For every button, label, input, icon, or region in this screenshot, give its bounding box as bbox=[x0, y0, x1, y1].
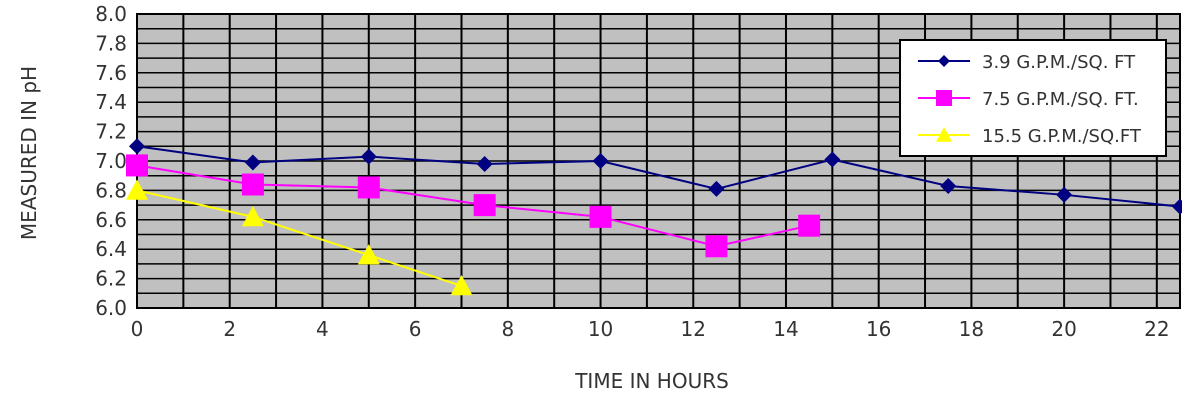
data-point-triangle bbox=[241, 205, 264, 227]
series-3 bbox=[126, 179, 473, 296]
x-tick-label: 8 bbox=[501, 317, 514, 341]
data-point-triangle bbox=[357, 244, 380, 265]
x-tick-label: 6 bbox=[409, 317, 422, 341]
data-point-triangle bbox=[126, 179, 148, 200]
data-point-square bbox=[357, 176, 380, 199]
data-point-square bbox=[936, 90, 952, 106]
y-tick-label: 6.8 bbox=[95, 178, 127, 202]
series bbox=[126, 138, 1182, 296]
x-tick-label: 20 bbox=[1051, 317, 1076, 341]
y-tick-label: 6.0 bbox=[95, 296, 127, 320]
data-point-diamond bbox=[708, 180, 725, 197]
x-tick-label: 2 bbox=[223, 317, 236, 341]
data-point-square bbox=[589, 205, 612, 228]
x-tick-label: 22 bbox=[1144, 317, 1169, 341]
legend-item: 15.5 G.P.M./SQ.FT bbox=[918, 126, 1142, 147]
x-tick-label: 12 bbox=[681, 317, 706, 341]
y-tick-label: 7.4 bbox=[95, 90, 127, 114]
x-tick-label: 14 bbox=[773, 317, 798, 341]
y-tick-label: 7.2 bbox=[95, 120, 127, 144]
x-tick-label: 16 bbox=[866, 317, 891, 341]
data-point-diamond bbox=[1172, 198, 1182, 215]
x-axis-label: TIME IN HOURS bbox=[574, 369, 729, 393]
data-point-diamond bbox=[940, 177, 957, 194]
data-point-diamond bbox=[824, 151, 841, 168]
y-axis-label: MEASURED IN pH bbox=[17, 66, 41, 240]
x-tick-label: 4 bbox=[316, 317, 329, 341]
x-tick-label: 18 bbox=[959, 317, 984, 341]
y-tick-label: 6.4 bbox=[95, 237, 127, 261]
series-line bbox=[136, 189, 462, 287]
data-point-diamond bbox=[1056, 186, 1073, 203]
y-tick-label: 8.0 bbox=[95, 2, 127, 26]
y-tick-label: 6.2 bbox=[95, 267, 127, 291]
data-point-diamond bbox=[244, 154, 261, 171]
y-tick-label: 7.6 bbox=[95, 61, 127, 85]
data-point-triangle bbox=[450, 274, 473, 296]
data-point-square bbox=[241, 173, 264, 196]
data-point-square bbox=[705, 235, 728, 258]
data-point-square bbox=[473, 194, 496, 217]
y-axis-ticks: 6.0 6.2 6.4 6.6 6.8 7.0 7.2 7.4 7.6 7.8 8.0 bbox=[95, 2, 127, 320]
data-point-diamond bbox=[129, 138, 145, 155]
legend: 3.9 G.P.M./SQ. FT 7.5 G.P.M./SQ. FT. 15.5 … bbox=[899, 39, 1167, 157]
data-point-diamond bbox=[476, 155, 493, 172]
data-point-diamond bbox=[360, 148, 377, 165]
data-point-square bbox=[126, 154, 148, 177]
x-tick-label: 0 bbox=[131, 317, 144, 341]
series-2 bbox=[126, 154, 821, 258]
data-point-square bbox=[798, 214, 821, 237]
data-point-diamond bbox=[592, 153, 609, 169]
y-tick-label: 7.0 bbox=[95, 149, 127, 173]
series-1 bbox=[129, 138, 1182, 215]
legend-label: 15.5 G.P.M./SQ.FT bbox=[982, 126, 1142, 147]
legend-item: 7.5 G.P.M./SQ. FT. bbox=[918, 89, 1139, 110]
legend-item: 3.9 G.P.M./SQ. FT bbox=[918, 52, 1136, 73]
legend-label: 7.5 G.P.M./SQ. FT. bbox=[982, 89, 1139, 110]
y-tick-label: 6.6 bbox=[95, 208, 127, 232]
data-point-triangle bbox=[936, 127, 952, 142]
data-point-diamond bbox=[938, 55, 950, 67]
x-tick-label: 10 bbox=[588, 317, 613, 341]
x-axis-ticks: 0 2 4 6 8 10 12 14 16 18 20 22 bbox=[131, 317, 1170, 341]
y-tick-label: 7.8 bbox=[95, 31, 127, 55]
series-line bbox=[136, 145, 1181, 208]
legend-label: 3.9 G.P.M./SQ. FT bbox=[982, 52, 1136, 73]
